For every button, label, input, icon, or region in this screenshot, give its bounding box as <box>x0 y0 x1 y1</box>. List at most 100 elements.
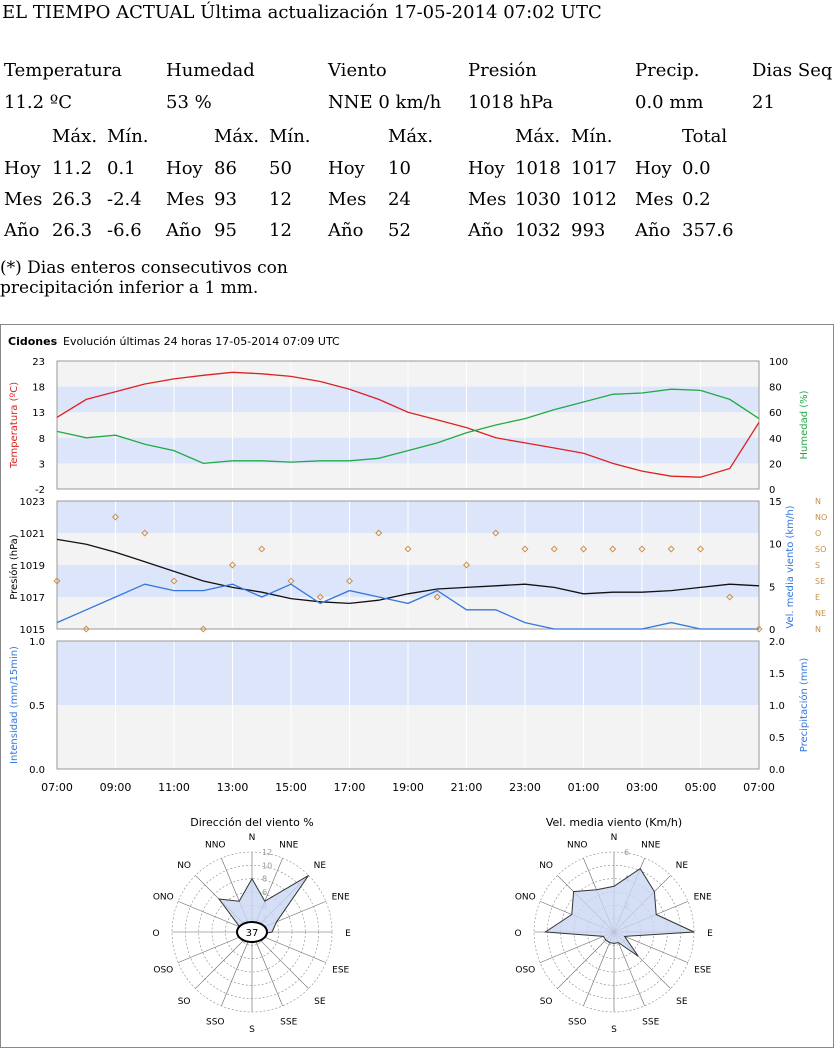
rose-spoke <box>583 931 615 1007</box>
wind-max: 24 <box>388 189 411 210</box>
direction-tick-label: E <box>815 593 820 602</box>
direction-marker <box>111 513 120 521</box>
rose-spoke <box>251 931 283 1007</box>
y2-tick-label: 60 <box>769 408 782 419</box>
footnote-line-2: precipitación inferior a 1 mm. <box>0 278 259 298</box>
x-tick-label: 07:00 <box>41 781 73 794</box>
x-tick-label: 17:00 <box>334 781 366 794</box>
direction-marker <box>287 577 295 585</box>
row-period: Hoy <box>328 158 365 179</box>
direction-marker <box>755 625 763 633</box>
rose-ring <box>171 851 333 1013</box>
rose-spoke <box>613 931 645 1007</box>
temp-min: -2.4 <box>107 189 142 210</box>
direction-marker <box>53 577 61 585</box>
pres-max: 1032 <box>515 220 561 241</box>
x-tick-label: 03:00 <box>626 781 658 794</box>
rose-direction-label: NNE <box>279 840 298 850</box>
direction-marker <box>375 529 383 537</box>
y-tick-label: 23 <box>32 357 45 368</box>
y-axis-label: Intensidad (mm/15min) <box>9 646 20 764</box>
y-axis-label: Presión (hPa) <box>8 534 20 599</box>
y-tick-label: 1.0 <box>29 637 45 648</box>
y-tick-label: 0.5 <box>29 701 45 712</box>
direction-marker <box>316 593 324 601</box>
row-period: Hoy <box>166 158 203 179</box>
x-tick-label: 13:00 <box>217 781 249 794</box>
direction-marker <box>492 529 500 537</box>
rose-direction-label: SO <box>540 997 553 1007</box>
pres-max: 1018 <box>515 158 561 179</box>
direction-marker <box>199 625 207 633</box>
direction-marker <box>228 561 237 569</box>
rose-direction-label: ESE <box>332 966 349 976</box>
hum-min: 12 <box>269 220 292 241</box>
rose-direction-label: SSO <box>568 1018 587 1028</box>
y2-tick-label: 0 <box>769 625 775 636</box>
calm-value: 37 <box>246 928 259 939</box>
wind-max: 52 <box>388 220 411 241</box>
rose-direction-label: NE <box>314 861 327 871</box>
direction-marker <box>433 593 441 601</box>
rose-direction-label: ONO <box>153 892 174 902</box>
pres-min-head: Mín. <box>571 126 613 147</box>
x-tick-label: 07:00 <box>743 781 775 794</box>
wind-value: NNE 0 km/h <box>328 92 442 113</box>
y-tick-label: 1021 <box>20 529 45 540</box>
y2-tick-label: 0 <box>769 485 775 496</box>
temperature-series <box>56 371 760 478</box>
dry-days-footnote: (*) Dias enteros consecutivos con precip… <box>0 258 288 298</box>
x-tick-label: 23:00 <box>509 781 541 794</box>
rose-direction-label: ONO <box>515 892 536 902</box>
direction-marker <box>638 545 646 553</box>
temp-max: 11.2 <box>52 158 93 179</box>
x-tick-label: 21:00 <box>451 781 483 794</box>
hum-max: 86 <box>214 158 237 179</box>
pres-max-head: Máx. <box>515 126 561 147</box>
rose-direction-label: SSE <box>280 1018 297 1028</box>
row-period: Año <box>166 220 202 241</box>
hum-max: 93 <box>214 189 237 210</box>
rose-direction-label: E <box>345 929 351 939</box>
rose-title: Vel. media viento (Km/h) <box>546 816 682 829</box>
x-tick-label: 11:00 <box>158 781 190 794</box>
y2-tick-label: 80 <box>769 383 782 394</box>
rose-direction-label: O <box>514 929 521 939</box>
direction-marker <box>258 545 266 553</box>
y-tick-label: 0.0 <box>29 765 45 776</box>
rose-ring-label: 8 <box>262 875 267 884</box>
temp-max-head: Máx. <box>52 126 98 147</box>
y2-tick-label: 15 <box>769 497 782 508</box>
rose-direction-label: S <box>249 1025 255 1035</box>
direction-tick-label: SE <box>815 577 825 586</box>
hum-min: 12 <box>269 189 292 210</box>
dry-days-label: Dias Seq <box>752 60 833 81</box>
y2-tick-label: 0.0 <box>769 765 785 776</box>
pres-max: 1030 <box>515 189 561 210</box>
direction-tick-label: NE <box>815 609 826 618</box>
x-tick-label: 09:00 <box>100 781 132 794</box>
row-period: Mes <box>468 189 507 210</box>
y2-axis-label: Humedad (%) <box>799 390 810 459</box>
humidity-label: Humedad <box>166 60 255 81</box>
hum-min-head: Mín. <box>269 126 311 147</box>
humidity-series <box>56 388 760 465</box>
direction-marker <box>726 593 734 601</box>
y2-tick-label: 10 <box>769 540 782 551</box>
row-period: Hoy <box>4 158 41 179</box>
hum-max: 95 <box>214 220 237 241</box>
rose-title: Dirección del viento % <box>190 816 314 829</box>
rose-direction-label: S <box>611 1025 617 1035</box>
y2-tick-label: 20 <box>769 459 782 470</box>
y-tick-label: 1015 <box>20 625 45 636</box>
direction-marker <box>170 577 178 585</box>
rose-direction-label: ENE <box>694 892 712 902</box>
direction-marker <box>345 577 354 585</box>
hum-min: 50 <box>269 158 292 179</box>
rose-ring-label: 6 <box>624 848 629 857</box>
rose-polygon <box>543 867 695 957</box>
pressure-series <box>56 538 760 605</box>
y2-tick-label: 5 <box>769 582 775 593</box>
header-updated: Última actualización 17-05-2014 07:02 UT… <box>200 2 602 23</box>
rose-direction-label: ENE <box>332 892 350 902</box>
